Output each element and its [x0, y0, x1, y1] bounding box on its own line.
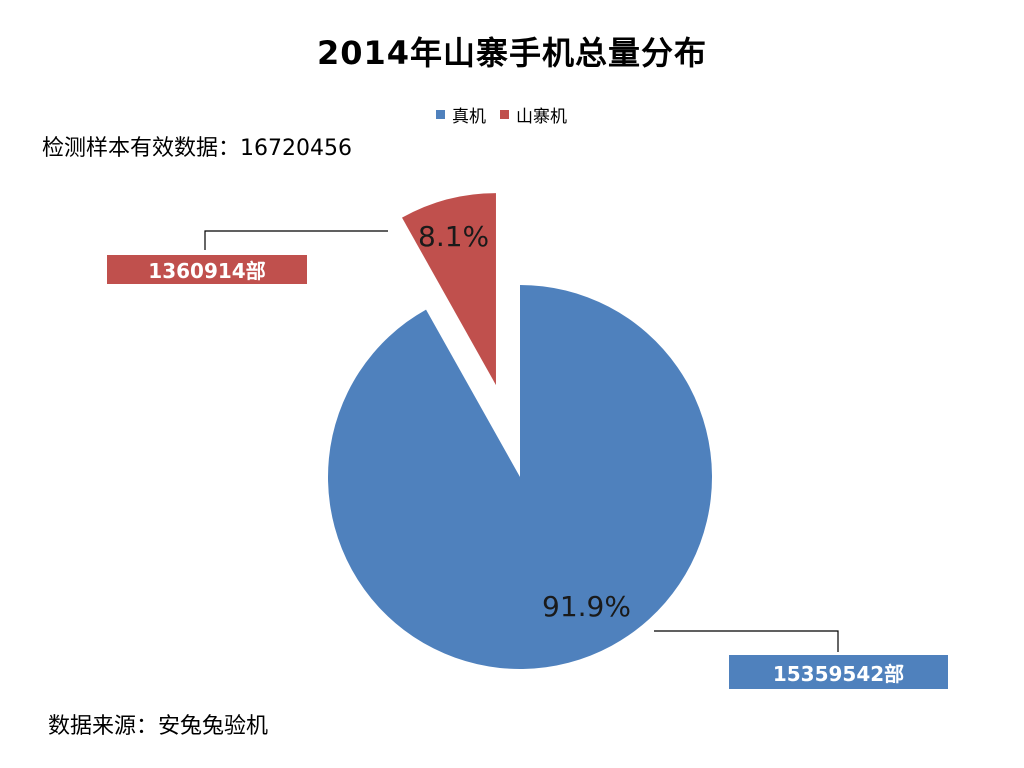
legend-item-real: 真机	[436, 102, 486, 127]
data-label-copycat-percent: 8.1%	[418, 220, 490, 253]
data-label-real-count: 15359542部	[729, 655, 948, 689]
leader-line-copycat	[204, 230, 388, 250]
legend-swatch-real	[436, 109, 445, 119]
sample-size-note: 检测样本有效数据：16720456	[42, 136, 352, 161]
legend-label-copycat: 山寨机	[516, 106, 567, 127]
leader-line-real	[654, 630, 839, 652]
legend-item-copycat: 山寨机	[500, 102, 567, 127]
pie-slice-copycat	[402, 193, 496, 386]
data-label-real-percent: 91.9%	[542, 590, 631, 623]
chart-title: 2014年山寨手机总量分布	[316, 34, 708, 72]
pie-slice-real	[328, 285, 713, 669]
legend-swatch-copycat	[500, 109, 509, 119]
data-label-copycat-count: 1360914部	[107, 255, 307, 284]
data-source-note: 数据来源：安兔兔验机	[48, 714, 269, 739]
legend-label-real: 真机	[452, 106, 486, 127]
chart-legend: 真机 山寨机	[436, 102, 581, 127]
